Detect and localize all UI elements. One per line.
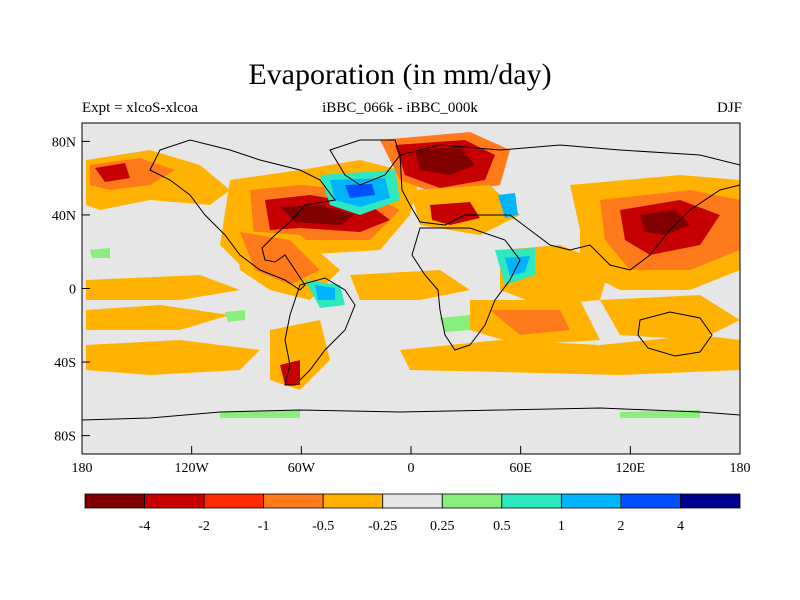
colorbar-swatch bbox=[84, 493, 145, 509]
experiment-label: Expt = xlcoS-xlcoa bbox=[82, 100, 198, 116]
anomaly-patch bbox=[315, 285, 335, 300]
colorbar: -4 -2 -1 -0.5 -0.25 0.25 0.5 1 2 4 bbox=[84, 493, 741, 534]
colorbar-swatch bbox=[322, 493, 384, 509]
colorbar-swatch bbox=[441, 493, 503, 509]
anomaly-patch bbox=[345, 184, 375, 198]
colorbar-label: -0.5 bbox=[312, 519, 334, 534]
colorbar-label: -4 bbox=[139, 519, 151, 534]
comparison-label: iBBC_066k - iBBC_000k bbox=[322, 100, 478, 116]
lon-tick-label: 120E bbox=[616, 461, 646, 476]
anomaly-patch bbox=[400, 335, 740, 375]
lat-tick-label: 0 bbox=[69, 283, 76, 298]
season-label: DJF bbox=[716, 100, 742, 116]
lat-tick-label: 80N bbox=[52, 135, 76, 150]
colorbar-label: 0.25 bbox=[430, 519, 455, 534]
colorbar-swatch bbox=[560, 493, 622, 509]
coastline-north-america bbox=[149, 139, 336, 291]
colorbar-label: 2 bbox=[617, 519, 624, 534]
colorbar-swatch bbox=[144, 493, 205, 509]
lon-tick-label: 180 bbox=[730, 461, 751, 476]
anomaly-patch bbox=[350, 270, 470, 300]
map-title: Evaporation (in mm/day) bbox=[248, 58, 552, 91]
colorbar-swatch bbox=[263, 493, 324, 509]
lon-tick-label: 180 bbox=[72, 461, 93, 476]
anomaly-patch bbox=[86, 340, 260, 375]
lat-tick-label: 40N bbox=[52, 209, 76, 224]
colorbar-label: -0.25 bbox=[368, 519, 397, 534]
anomaly-patch bbox=[490, 310, 570, 335]
coastline-australia bbox=[637, 311, 713, 357]
anomaly-patch bbox=[620, 410, 700, 418]
lon-axis: 180 120W 60W 0 60E 120E 180 bbox=[72, 446, 751, 476]
colorbar-label: -1 bbox=[258, 519, 270, 534]
anomaly-patch bbox=[415, 147, 475, 175]
lon-tick-label: 60W bbox=[288, 461, 316, 476]
anomaly-patch bbox=[86, 305, 230, 330]
colorbar-swatch bbox=[501, 493, 562, 509]
anomaly-patch bbox=[86, 275, 240, 300]
anomaly-patch bbox=[430, 202, 480, 225]
lon-tick-label: 120W bbox=[175, 461, 210, 476]
colorbar-swatch bbox=[203, 493, 265, 509]
coastlines bbox=[82, 139, 740, 421]
colorbar-swatch bbox=[620, 493, 681, 509]
coastline-eurasia bbox=[399, 144, 740, 271]
colorbar-swatch bbox=[680, 493, 741, 509]
anomaly-patch bbox=[90, 248, 110, 258]
coastline-antarctica bbox=[82, 407, 740, 421]
colorbar-label: 1 bbox=[558, 519, 565, 534]
colorbar-label: 0.5 bbox=[493, 519, 511, 534]
anomaly-patch bbox=[225, 310, 245, 322]
colorbar-label: 4 bbox=[677, 519, 684, 534]
lon-tick-label: 60E bbox=[509, 461, 532, 476]
lon-tick-label: 0 bbox=[408, 461, 415, 476]
anomaly-patch bbox=[95, 163, 130, 182]
colorbar-swatch bbox=[382, 493, 443, 509]
lat-tick-label: 40S bbox=[54, 356, 76, 371]
anomaly-patch bbox=[440, 315, 470, 332]
anomaly-patch bbox=[498, 193, 518, 218]
colorbar-label: -2 bbox=[198, 519, 210, 534]
anomaly-patch bbox=[640, 210, 690, 235]
coastline-greenland bbox=[329, 139, 401, 186]
lat-tick-label: 80S bbox=[54, 430, 76, 445]
anomaly-patch bbox=[600, 295, 740, 340]
anomaly-patch bbox=[280, 205, 355, 225]
lat-axis: 80N 40N 0 40S 80S bbox=[52, 135, 90, 445]
coastline-africa bbox=[411, 227, 521, 351]
coastline-south-america bbox=[284, 277, 356, 386]
anomaly-patch bbox=[280, 360, 300, 385]
